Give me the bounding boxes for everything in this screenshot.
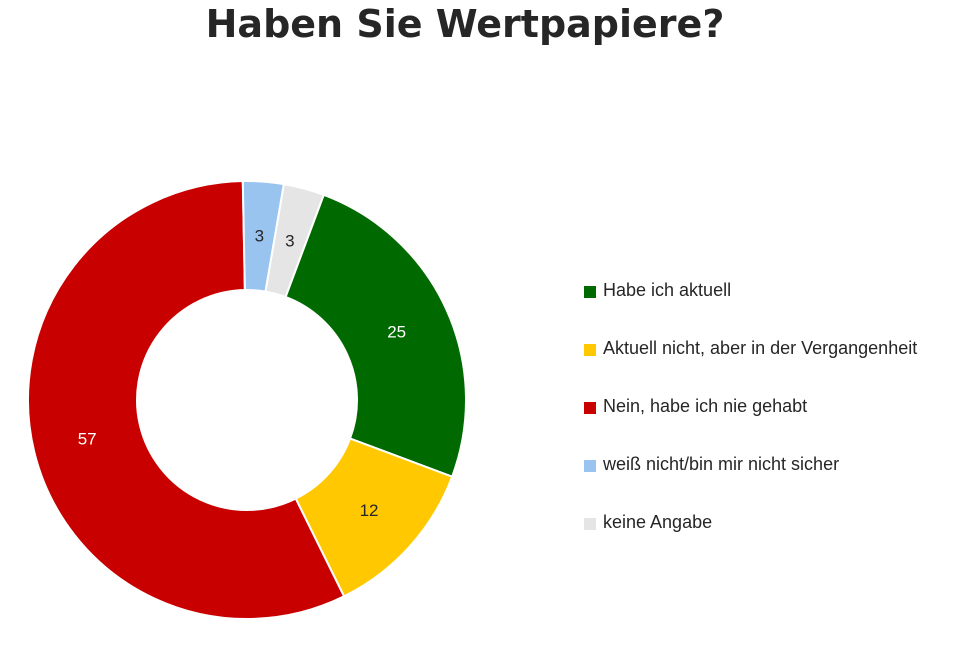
- legend: Habe ich aktuell Aktuell nicht, aber in d…: [584, 280, 954, 570]
- chart-title: Haben Sie Wertpapiere?: [205, 2, 725, 46]
- legend-swatch: [584, 286, 596, 298]
- donut-slice-4: [264, 182, 325, 299]
- legend-label: Aktuell nicht, aber in der Vergangenheit: [603, 338, 918, 358]
- data-label-3: 3: [255, 226, 264, 245]
- data-label-1: 12: [360, 501, 379, 520]
- legend-item-0: Habe ich aktuell: [584, 280, 954, 338]
- legend-label: Habe ich aktuell: [603, 280, 732, 300]
- legend-item-1: Aktuell nicht, aber in der Vergangenheit: [584, 338, 954, 396]
- legend-label: weiß nicht/bin mir nicht sicher: [603, 454, 840, 474]
- legend-swatch: [584, 344, 596, 356]
- legend-swatch: [584, 460, 596, 472]
- legend-swatch: [584, 518, 596, 530]
- data-label-2: 57: [78, 429, 97, 448]
- legend-item-3: weiß nicht/bin mir nicht sicher: [584, 454, 954, 512]
- legend-label: keine Angabe: [603, 512, 713, 532]
- legend-label: Nein, habe ich nie gehabt: [603, 396, 808, 416]
- donut-slice-0: [284, 193, 467, 478]
- data-label-4: 3: [285, 232, 294, 251]
- data-label-0: 25: [387, 322, 406, 341]
- legend-item-2: Nein, habe ich nie gehabt: [584, 396, 954, 454]
- legend-swatch: [584, 402, 596, 414]
- donut-slice-2: [27, 180, 346, 620]
- legend-item-4: keine Angabe: [584, 512, 954, 570]
